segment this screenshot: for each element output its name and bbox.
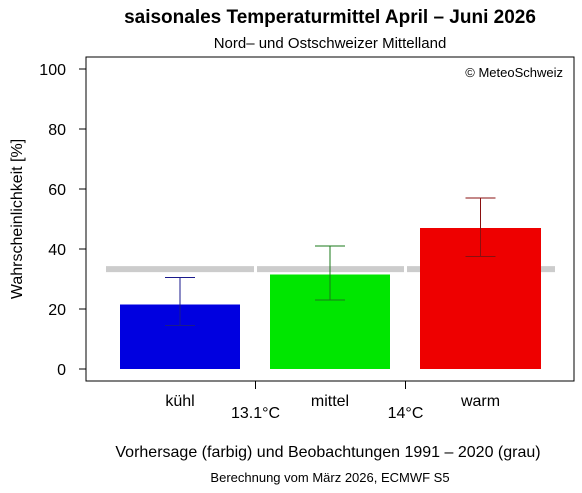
chart-caption: Vorhersage (farbig) und Beobachtungen 19… (115, 444, 540, 461)
y-axis: 0 20 40 60 80 100 (39, 62, 87, 379)
y-tick-label: 20 (48, 302, 66, 319)
y-tick-label: 40 (48, 242, 66, 259)
threshold-label: 14°C (388, 405, 424, 422)
y-tick-label: 80 (48, 122, 66, 139)
category-label-kühl: kühl (165, 393, 194, 410)
y-axis-label: Wahrscheinlichkeit [%] (9, 139, 26, 299)
y-tick-label: 100 (39, 62, 66, 79)
threshold-label: 13.1°C (231, 405, 280, 422)
y-tick-label: 60 (48, 182, 66, 199)
copyright-note: © MeteoSchweiz (465, 65, 563, 80)
y-tick-label: 0 (57, 362, 66, 379)
category-label-warm: warm (460, 393, 500, 410)
chart-subtitle: Nord– und Ostschweizer Mittelland (214, 35, 447, 52)
x-axis: kühl mittel warm 13.1°C 14°C (165, 381, 500, 422)
chart-title: saisonales Temperaturmittel April – Juni… (124, 7, 536, 28)
error-bars (165, 197, 496, 326)
category-label-mittel: mittel (311, 393, 349, 410)
chart-footnote: Berechnung vom März 2026, ECMWF S5 (210, 470, 449, 485)
